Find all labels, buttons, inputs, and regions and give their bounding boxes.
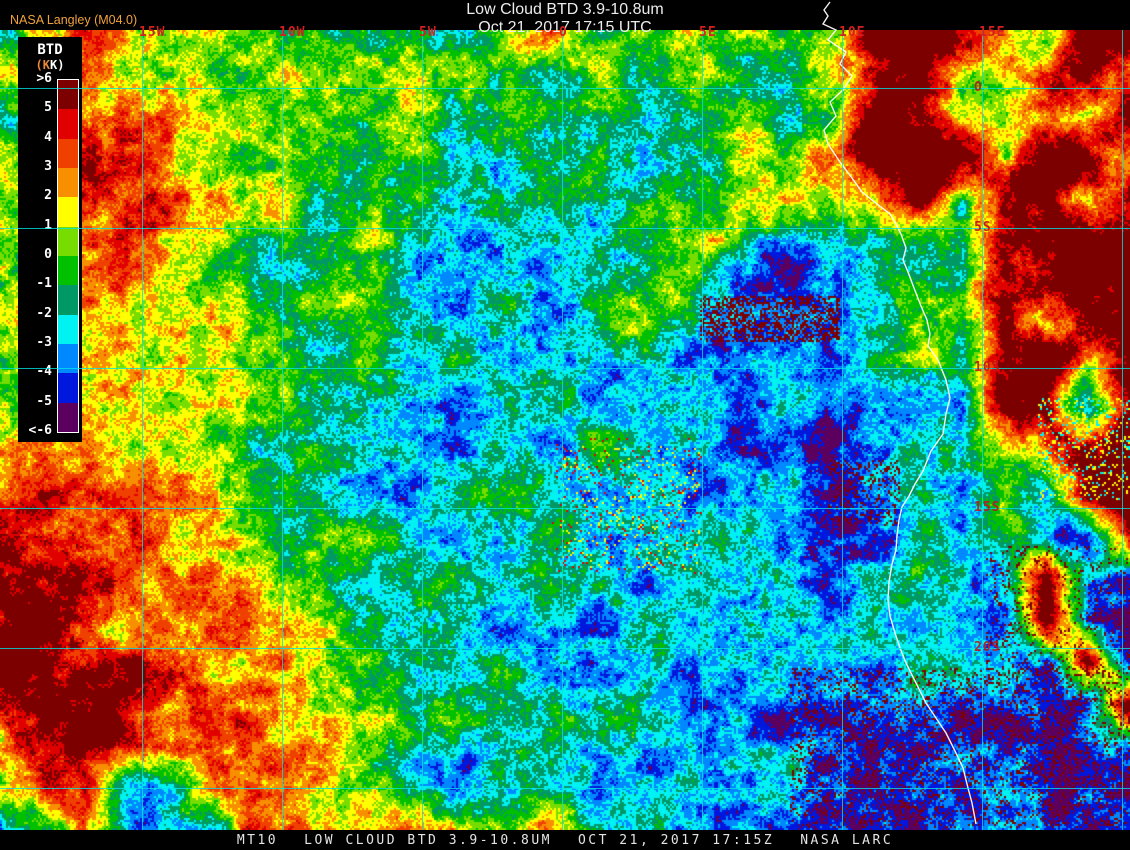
footer-text-segment: MT10	[236, 832, 279, 848]
legend-color-segment	[58, 343, 78, 374]
nasa-langley-credit: NASA Langley (M04.0)	[10, 13, 138, 27]
btd-legend: BTD (KK) >6 5 4 3 2 1 0 -1 -2 -3 -4 -5 <-6	[18, 37, 82, 442]
legend-tick-label: -2	[36, 305, 52, 321]
parallel-gridline	[0, 648, 1130, 649]
parallel-gridline	[0, 788, 1130, 789]
meridian-gridline	[702, 30, 703, 830]
product-title-line1: Low Cloud BTD 3.9-10.8um	[466, 1, 664, 18]
longitude-label: 10E	[839, 25, 866, 40]
legend-tick-label: 0	[44, 247, 52, 262]
meridian-gridline	[1122, 30, 1123, 830]
meridian-gridline	[562, 30, 563, 830]
footer-text-segment: OCT 21, 2017 17:15Z	[577, 832, 775, 848]
legend-units: (KK)	[18, 58, 82, 72]
btd-map-canvas	[0, 30, 1130, 830]
legend-tick-label: 3	[44, 159, 52, 174]
legend-color-segment	[58, 109, 78, 139]
longitude-label: 15W	[139, 25, 166, 40]
legend-tick-label: -3	[36, 335, 52, 350]
legend-color-segment	[58, 314, 78, 344]
product-title: Low Cloud BTD 3.9-10.8um Oct 21, 2017 17…	[0, 1, 1130, 37]
status-bar: MT10 LOW CLOUD BTD 3.9-10.8UM OCT 21, 2017…	[0, 830, 1130, 850]
legend-tick-label: -5	[36, 393, 52, 409]
legend-color-segment	[58, 226, 78, 256]
latitude-label: 10S	[974, 360, 1001, 375]
legend-color-segment	[58, 285, 78, 315]
legend-colorbar	[57, 79, 79, 433]
africa-west-coastline	[821, 1, 977, 825]
legend-unit-white: K)	[50, 58, 65, 72]
footer-text-segment: LOW CLOUD BTD 3.9-10.8UM	[304, 832, 552, 848]
meridian-gridline	[982, 30, 983, 830]
legend-unit-orange: (K	[35, 58, 50, 72]
longitude-label: 0	[559, 25, 568, 40]
parallel-gridline	[0, 88, 1130, 89]
longitude-label: 10W	[279, 25, 306, 40]
meridian-gridline	[282, 30, 283, 830]
longitude-label: 5E	[699, 25, 717, 40]
latitude-label: 20S	[974, 640, 1001, 655]
legend-tick-label: -1	[36, 276, 52, 292]
meridian-gridline	[142, 30, 143, 830]
meridian-gridline	[422, 30, 423, 830]
legend-color-segment	[58, 197, 78, 227]
longitude-label: 5W	[419, 25, 437, 40]
parallel-gridline	[0, 368, 1130, 369]
product-timestamp: Oct 21, 2017 17:15 UTC	[478, 19, 652, 36]
legend-tick-label: 4	[44, 129, 52, 145]
legend-tick-label: >6	[36, 71, 52, 86]
legend-color-segment	[58, 167, 78, 198]
title-bar: NASA Langley (M04.0) Low Cloud BTD 3.9-1…	[0, 0, 1130, 36]
legend-color-segment	[58, 80, 78, 110]
legend-color-segment	[58, 373, 78, 403]
legend-tick-label: 2	[44, 188, 52, 204]
legend-tick-label: 5	[44, 100, 52, 116]
legend-color-segment	[58, 255, 78, 286]
meridian-gridline	[842, 30, 843, 830]
legend-tick-label: <-6	[28, 423, 52, 438]
legend-color-segment	[58, 402, 78, 432]
parallel-gridline	[0, 508, 1130, 509]
legend-color-segment	[58, 138, 78, 168]
legend-title: BTD	[37, 42, 63, 58]
legend-tick-label: 1	[44, 217, 52, 233]
latitude-label: 5S	[974, 220, 992, 235]
latitude-label: 15S	[974, 500, 1001, 515]
parallel-gridline	[0, 228, 1130, 229]
footer-text-segment: NASA LARC	[800, 832, 894, 848]
latitude-label: 0	[974, 80, 983, 95]
longitude-label: 15E	[979, 25, 1006, 40]
